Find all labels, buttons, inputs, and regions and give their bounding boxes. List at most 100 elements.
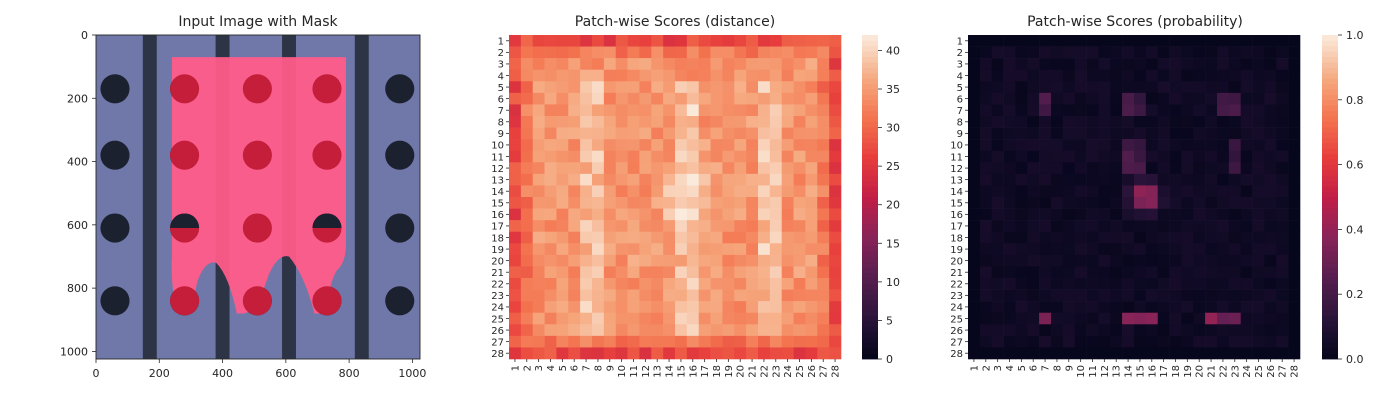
heatmap-cell xyxy=(651,81,664,94)
heatmap-cell xyxy=(1252,266,1265,279)
heatmap-cell xyxy=(1122,46,1135,59)
heatmap-cell xyxy=(710,220,723,233)
heatmap-cell xyxy=(1051,289,1064,302)
heatmap-cell xyxy=(1193,104,1206,117)
heatmap-cell xyxy=(734,220,747,233)
heatmap-cell xyxy=(1169,301,1182,314)
heatmap-cell xyxy=(968,173,981,186)
heatmap-cell xyxy=(793,127,806,140)
heatmap-cell xyxy=(1181,162,1194,175)
heatmap-cell xyxy=(1039,312,1052,325)
heatmap-cell xyxy=(1228,162,1242,175)
col-tick-label: 28 xyxy=(1290,365,1301,378)
heatmap-cell xyxy=(710,92,723,105)
heatmap-cell xyxy=(805,46,818,59)
colorbar-segment xyxy=(1322,321,1338,327)
heatmap-cell xyxy=(979,58,993,71)
heatmap-cell xyxy=(686,278,700,290)
heatmap-cell xyxy=(769,289,783,302)
heatmap-cell xyxy=(1181,312,1194,325)
heatmap-cell xyxy=(1145,81,1159,94)
heatmap-cell xyxy=(663,185,676,198)
heatmap-cell xyxy=(1098,197,1111,209)
heatmap-cell xyxy=(1039,278,1052,290)
heatmap-cell xyxy=(1086,173,1099,186)
heatmap-cell xyxy=(829,231,842,244)
panel3-title: Patch-wise Scores (probability) xyxy=(1027,14,1243,30)
heatmap-cell xyxy=(1110,243,1123,256)
heatmap-cell xyxy=(1145,58,1159,71)
heatmap-cell xyxy=(675,58,688,71)
heatmap-cell xyxy=(1086,312,1099,325)
heatmap-cell xyxy=(1039,208,1052,221)
heatmap-cell xyxy=(722,347,735,360)
masked-hole xyxy=(312,74,342,104)
heatmap-cell xyxy=(758,104,771,117)
heatmap-cell xyxy=(793,185,806,198)
heatmap-cell xyxy=(509,173,522,186)
heatmap-cell xyxy=(968,139,981,152)
heatmap-cell xyxy=(1240,46,1253,59)
heatmap-cell xyxy=(592,220,605,233)
col-tick-label: 21 xyxy=(1207,365,1218,378)
heatmap-cell xyxy=(829,127,842,140)
heatmap-cell xyxy=(1015,35,1028,47)
heatmap-cell xyxy=(675,150,688,163)
heatmap-cell xyxy=(627,81,640,94)
heatmap-cell xyxy=(1217,185,1230,198)
heatmap-cell xyxy=(651,127,664,140)
heatmap-cell xyxy=(979,312,993,325)
heatmap-cell xyxy=(1110,127,1123,140)
heatmap-cell xyxy=(639,231,652,244)
heatmap-cell xyxy=(580,266,593,279)
heatmap-cell xyxy=(520,46,534,59)
heatmap-cell xyxy=(781,347,794,360)
heatmap-cell xyxy=(1027,46,1040,59)
heatmap-cell xyxy=(979,150,993,163)
heatmap-cell xyxy=(758,35,771,47)
heatmap-cell xyxy=(532,278,545,290)
heatmap-cell xyxy=(793,139,806,152)
heatmap-cell xyxy=(1015,104,1028,117)
heatmap-cell xyxy=(1074,220,1087,233)
heatmap-cell xyxy=(991,116,1004,128)
heatmap-cell xyxy=(544,243,557,256)
heatmap-cell xyxy=(1288,312,1301,325)
heatmap-cell xyxy=(1110,347,1123,360)
heatmap-cell xyxy=(781,208,794,221)
heatmap-cell xyxy=(1086,335,1099,348)
heatmap-cell xyxy=(722,243,735,256)
heatmap-cell xyxy=(1228,266,1242,279)
heatmap-cell xyxy=(1051,81,1064,94)
heatmap-cell xyxy=(509,266,522,279)
col-tick-label: 26 xyxy=(807,365,818,378)
heatmap-cell xyxy=(686,220,700,233)
heatmap-cell xyxy=(627,116,640,128)
heatmap-cell xyxy=(1193,208,1206,221)
heatmap-cell xyxy=(520,173,534,186)
heatmap-cell xyxy=(710,324,723,337)
heatmap-cell xyxy=(1240,173,1253,186)
heatmap-cell xyxy=(979,231,993,244)
heatmap-cell xyxy=(592,35,605,47)
colorbar-segment xyxy=(1322,153,1338,160)
heatmap-cell xyxy=(1145,139,1159,152)
heatmap-cell xyxy=(1074,243,1087,256)
heatmap-cell xyxy=(734,46,747,59)
heatmap-cell xyxy=(710,185,723,198)
heatmap-cell xyxy=(1086,92,1099,105)
masked-hole xyxy=(170,74,200,104)
heatmap-cell xyxy=(1169,58,1182,71)
heatmap-cell xyxy=(1228,69,1242,82)
heatmap-cell xyxy=(1122,162,1135,175)
heatmap-cell xyxy=(686,208,700,221)
heatmap-cell xyxy=(1264,35,1277,47)
heatmap-cell xyxy=(556,127,569,140)
heatmap-cell xyxy=(1003,208,1016,221)
heatmap-cell xyxy=(556,335,569,348)
heatmap-cell xyxy=(615,69,628,82)
heatmap-cell xyxy=(663,58,676,71)
heatmap-cell xyxy=(592,46,605,59)
heatmap-cell xyxy=(556,197,569,209)
